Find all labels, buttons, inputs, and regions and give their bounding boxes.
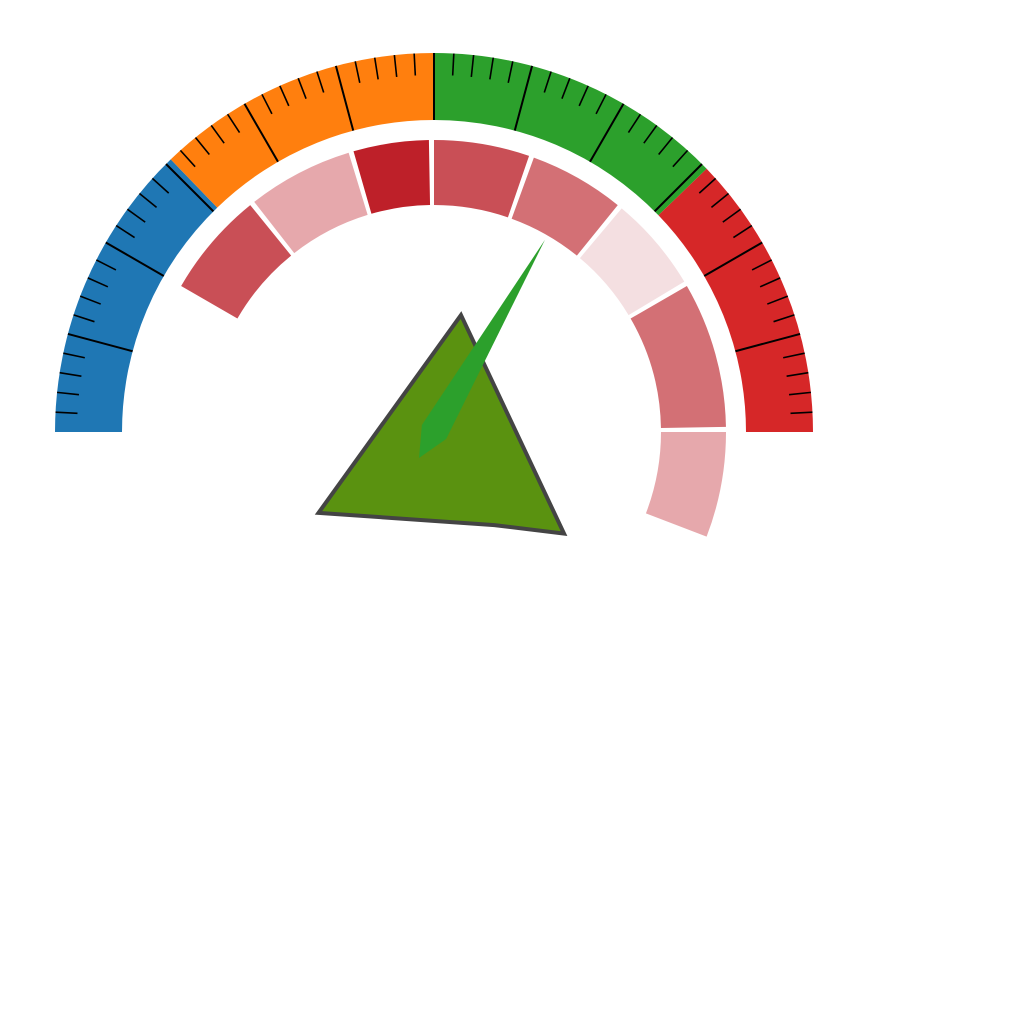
minor-tick bbox=[751, 259, 773, 271]
minor-tick bbox=[393, 54, 398, 78]
minor-tick bbox=[790, 411, 813, 415]
major-tick bbox=[165, 163, 215, 213]
minor-tick bbox=[470, 54, 475, 78]
minor-tick bbox=[95, 259, 117, 271]
minor-tick bbox=[722, 208, 742, 223]
minor-tick bbox=[489, 57, 495, 80]
minor-tick bbox=[627, 113, 642, 134]
minor-tick bbox=[698, 177, 717, 194]
minor-tick bbox=[126, 208, 146, 223]
minor-tick bbox=[279, 85, 290, 107]
gauge-needle bbox=[419, 239, 545, 458]
minor-tick bbox=[773, 314, 795, 323]
minor-tick bbox=[595, 93, 607, 115]
outer-band-3 bbox=[658, 168, 813, 432]
minor-tick bbox=[87, 277, 109, 288]
minor-tick bbox=[543, 71, 552, 93]
minor-tick bbox=[59, 371, 82, 377]
minor-tick bbox=[79, 295, 101, 305]
inner-segment-5 bbox=[579, 208, 685, 316]
minor-tick bbox=[732, 224, 753, 239]
minor-tick bbox=[710, 192, 730, 208]
minor-tick bbox=[578, 85, 589, 107]
minor-tick bbox=[226, 113, 241, 134]
minor-tick bbox=[786, 371, 809, 377]
minor-tick bbox=[783, 352, 805, 359]
inner-segment-7 bbox=[645, 432, 726, 537]
inner-segment-1 bbox=[254, 152, 368, 254]
minor-tick bbox=[507, 61, 514, 83]
minor-tick bbox=[561, 77, 571, 99]
minor-tick bbox=[451, 53, 455, 76]
inner-segment-0 bbox=[181, 205, 292, 319]
minor-tick bbox=[672, 149, 689, 168]
major-tick bbox=[67, 332, 133, 353]
major-tick bbox=[703, 241, 763, 277]
inner-segment-2 bbox=[353, 140, 431, 214]
minor-tick bbox=[261, 93, 273, 115]
minor-tick bbox=[354, 61, 361, 83]
minor-tick bbox=[297, 77, 307, 99]
minor-tick bbox=[151, 177, 170, 194]
minor-tick bbox=[138, 192, 158, 208]
minor-tick bbox=[767, 295, 789, 305]
needle-layer bbox=[419, 239, 545, 458]
major-tick bbox=[735, 332, 801, 353]
minor-tick bbox=[55, 411, 78, 415]
minor-tick bbox=[210, 124, 225, 144]
minor-tick bbox=[194, 136, 210, 156]
outer-band-0 bbox=[55, 159, 218, 432]
outer-band-group bbox=[55, 53, 813, 432]
major-tick bbox=[334, 65, 355, 131]
minor-tick bbox=[759, 277, 781, 288]
minor-tick bbox=[788, 391, 812, 396]
major-tick bbox=[653, 163, 703, 213]
minor-tick bbox=[413, 53, 417, 76]
minor-tick bbox=[115, 224, 136, 239]
minor-tick bbox=[179, 149, 196, 168]
major-tick bbox=[589, 103, 625, 163]
inner-segment-4 bbox=[511, 157, 618, 256]
inner-segment-6 bbox=[630, 286, 726, 429]
major-tick bbox=[513, 65, 534, 131]
minor-tick bbox=[316, 71, 325, 93]
minor-tick bbox=[373, 57, 379, 80]
major-tick bbox=[105, 241, 165, 277]
minor-tick bbox=[73, 314, 95, 323]
inner-segment-group bbox=[181, 140, 726, 537]
outer-band-1 bbox=[170, 53, 434, 208]
minor-tick bbox=[643, 124, 658, 144]
minor-tick bbox=[658, 136, 674, 156]
outer-band-2 bbox=[434, 53, 707, 216]
inner-segment-3 bbox=[434, 140, 530, 218]
minor-tick bbox=[63, 352, 85, 359]
tick-group bbox=[55, 53, 813, 415]
minor-tick bbox=[56, 391, 80, 396]
major-tick bbox=[243, 103, 279, 163]
